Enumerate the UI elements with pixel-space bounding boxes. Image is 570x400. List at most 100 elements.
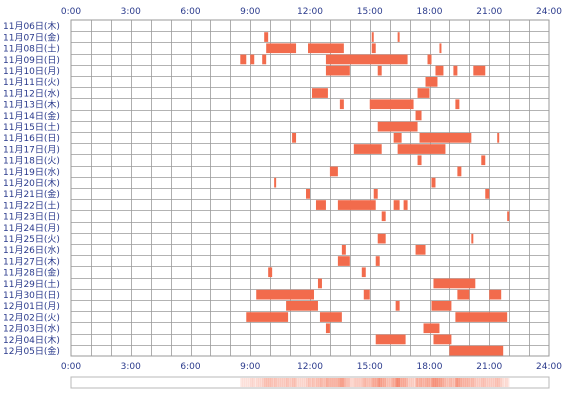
activity-bar: [371, 43, 376, 54]
summary-strip-cell: [333, 378, 337, 387]
day-label: 11月10日(月): [3, 66, 60, 77]
summary-strip-cell: [443, 378, 446, 387]
summary-strip-cell: [252, 378, 255, 387]
day-label: 11月26日(水): [3, 244, 60, 256]
activity-bars: [240, 32, 510, 356]
summary-strip-cell: [260, 378, 263, 387]
day-label: 11月06日(木): [3, 20, 60, 32]
activity-bar: [325, 54, 408, 65]
activity-bar: [417, 155, 422, 166]
activity-bar: [339, 99, 344, 110]
activity-bar: [274, 177, 277, 188]
activity-bar: [397, 32, 400, 42]
summary-strip-cell: [375, 378, 379, 387]
activity-bar: [377, 233, 386, 244]
summary-strip-cell: [405, 378, 408, 387]
summary-strip-cell: [447, 378, 450, 387]
x-tick-label: 21:00: [476, 7, 502, 17]
summary-strip-cell: [359, 378, 363, 387]
summary-strip-cell: [497, 378, 500, 387]
activity-bar: [431, 301, 452, 311]
summary-strip-cell: [337, 378, 341, 387]
x-tick-label: 15:00: [357, 362, 383, 372]
activity-bar: [286, 301, 318, 311]
activity-bar: [397, 144, 446, 154]
activity-bar: [337, 200, 376, 210]
summary-strip-cell: [296, 378, 299, 387]
activity-bar: [485, 189, 490, 199]
summary-strip-cell: [250, 378, 253, 387]
summary-strip-cell: [453, 378, 456, 387]
x-tick-label: 6:00: [180, 362, 200, 372]
summary-strip-cell: [391, 378, 394, 387]
summary-strip-cell: [284, 378, 287, 387]
activity-bar: [292, 133, 297, 143]
summary-strip-cell: [329, 378, 333, 387]
x-tick-label: 24:00: [536, 362, 562, 372]
summary-strip-cell: [427, 378, 430, 387]
summary-strip-cell: [292, 378, 295, 387]
summary-strip-cell: [308, 378, 311, 387]
summary-strip-cell: [367, 378, 371, 387]
summary-strip-cell: [429, 378, 432, 387]
activity-bar: [341, 245, 346, 255]
activity-bar: [306, 189, 310, 199]
summary-strip-cell: [294, 378, 297, 387]
activity-bar: [471, 233, 474, 244]
bottom-tick-labels: 0:00 3:00 6:00 9:00 12:00 15:00 18:00 21:00 24:0…: [61, 362, 562, 372]
activity-bar: [439, 43, 442, 54]
activity-bar: [377, 65, 382, 76]
activity-bar: [311, 88, 328, 98]
summary-strip-cell: [325, 378, 329, 387]
x-tick-label: 0:00: [61, 362, 81, 372]
activity-bar: [361, 267, 366, 278]
x-tick-label: 12:00: [297, 7, 323, 17]
summary-strip-cell: [373, 378, 377, 387]
summary-strip-cell: [425, 378, 428, 387]
summary-strip-cell: [286, 378, 289, 387]
summary-strip-cell: [437, 378, 440, 387]
summary-strip-cell: [369, 378, 373, 387]
activity-bar: [262, 54, 267, 65]
summary-strip-cell: [246, 378, 249, 387]
activity-bar: [317, 278, 322, 289]
activity-bar: [353, 144, 382, 154]
day-label: 12月04日(木): [3, 334, 60, 346]
activity-bar: [497, 133, 500, 143]
summary-strip-cell: [431, 378, 434, 387]
activity-bar: [375, 256, 380, 266]
x-tick-label: 0:00: [61, 7, 81, 17]
summary-strip-cell: [417, 378, 420, 387]
activity-bar: [393, 200, 400, 210]
summary-strip-cell: [268, 378, 271, 387]
summary-strip-cell: [459, 378, 462, 387]
summary-strip-cell: [288, 378, 291, 387]
activity-bar: [455, 312, 508, 322]
summary-strip-cell: [377, 378, 381, 387]
day-label: 11月11日(火): [3, 77, 60, 88]
activity-bar: [415, 110, 422, 121]
x-tick-label: 9:00: [240, 362, 260, 372]
day-label: 11月19日(水): [3, 166, 60, 178]
summary-strip-cell: [395, 378, 398, 387]
activity-bar: [369, 99, 414, 110]
summary-strip-cell: [471, 378, 474, 387]
summary-strip-cell: [361, 378, 365, 387]
summary-strip-cell: [399, 378, 402, 387]
activity-bar: [433, 278, 476, 289]
summary-strip-cell: [323, 378, 327, 387]
summary-strip-cell: [321, 378, 325, 387]
day-label: 12月05日(金): [3, 345, 60, 357]
summary-strip-cell: [419, 378, 422, 387]
x-tick-label: 15:00: [357, 7, 383, 17]
summary-strip-cell: [272, 378, 275, 387]
summary-strip-cell: [310, 378, 313, 387]
day-label: 11月29日(土): [3, 278, 60, 290]
summary-strip-cell: [403, 378, 406, 387]
summary-strip-cell: [298, 378, 301, 387]
activity-bar: [419, 133, 472, 143]
summary-strip-cell: [495, 378, 498, 387]
x-tick-label: 18:00: [417, 362, 443, 372]
summary-strip-cell: [387, 378, 390, 387]
